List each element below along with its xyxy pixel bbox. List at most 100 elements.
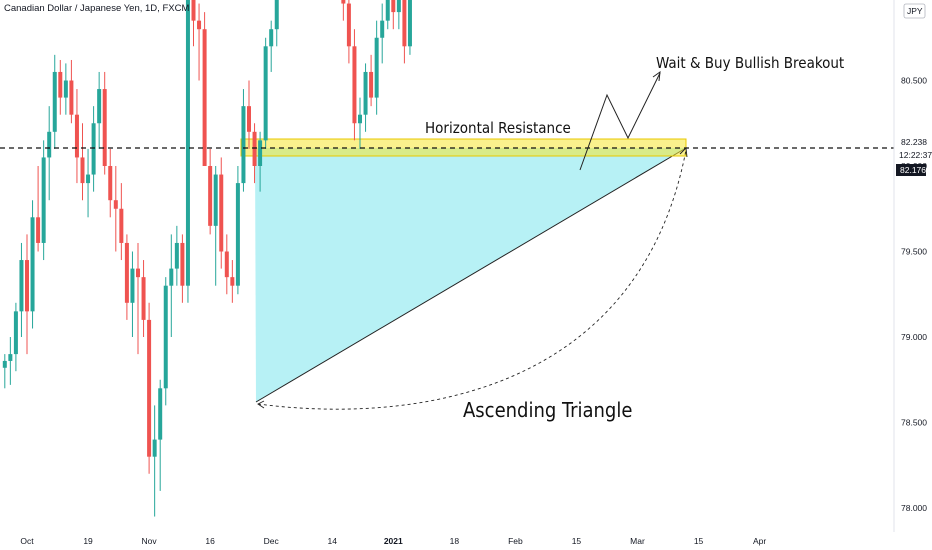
candle <box>274 0 279 30</box>
candle <box>263 46 268 141</box>
breakout-arrow-icon <box>652 70 661 82</box>
candle <box>208 166 213 226</box>
candle <box>341 0 346 4</box>
time-tick-label: Feb <box>508 536 523 546</box>
time-tick-label: 15 <box>694 536 704 546</box>
candle <box>269 29 274 47</box>
arc-arrow-start-icon <box>257 400 265 409</box>
candle <box>13 311 18 355</box>
candle <box>163 285 168 389</box>
candle <box>41 157 46 243</box>
price-tick-label: 80.500 <box>901 76 927 86</box>
candle <box>124 242 129 303</box>
time-tick-label: 19 <box>83 536 93 546</box>
candle <box>169 268 174 286</box>
candle <box>363 71 368 115</box>
candle <box>69 80 74 115</box>
candle <box>358 114 362 124</box>
price-tick-label: 78.500 <box>901 418 927 428</box>
time-tick-label: Apr <box>753 536 766 546</box>
candle <box>235 183 240 286</box>
candle <box>91 123 96 175</box>
candle <box>63 80 68 98</box>
candle <box>346 3 351 47</box>
candle <box>180 242 185 286</box>
candle <box>8 354 13 361</box>
candle <box>102 89 107 166</box>
candle <box>258 140 263 166</box>
candle <box>86 174 91 184</box>
time-tick-label: 14 <box>328 536 338 546</box>
candle <box>108 166 113 201</box>
time-tick-label: 2021 <box>384 536 403 546</box>
candle <box>158 388 163 440</box>
candle <box>391 0 396 13</box>
candle <box>136 268 140 278</box>
price-tick-label: 79.000 <box>901 332 927 342</box>
line-price-label: 82.238 <box>901 137 927 147</box>
candle <box>2 360 7 368</box>
breakout-annotation: Wait & Buy Bullish Breakout <box>656 54 844 72</box>
candle <box>202 29 207 167</box>
candle <box>241 106 246 184</box>
candlestick-series <box>2 0 412 517</box>
time-tick-label: Nov <box>142 536 158 546</box>
candle <box>80 157 85 184</box>
currency-badge[interactable] <box>903 3 926 19</box>
candle <box>197 20 202 30</box>
candle <box>374 37 379 98</box>
candle <box>191 0 196 21</box>
breakout-path <box>579 72 661 171</box>
pattern-annotation: Ascending Triangle <box>463 398 632 422</box>
candle <box>369 71 374 98</box>
time-tick-label: 18 <box>450 536 460 546</box>
price-axis[interactable]: 78.00078.50079.00079.50080.00080.50081.0… <box>901 0 927 514</box>
candle <box>36 217 41 243</box>
time-tick-label: 16 <box>205 536 215 546</box>
current-price-label: 82.176 <box>900 165 926 175</box>
candle <box>30 217 35 312</box>
candle <box>147 319 152 457</box>
candle <box>97 89 102 124</box>
candle <box>52 71 57 132</box>
time-axis[interactable]: Oct 19 Nov 16 Dec 14 2021 18 Feb 15 Mar 15 Apr <box>20 536 766 546</box>
time-tick-label: Dec <box>264 536 280 546</box>
ascending-support-line <box>255 147 687 403</box>
candle <box>47 131 52 158</box>
candle <box>213 174 218 226</box>
time-tick-label: 15 <box>572 536 582 546</box>
time-tick-label: Oct <box>20 536 34 546</box>
candle <box>74 114 79 158</box>
candle <box>119 208 124 243</box>
currency-badge-label: JPY <box>907 6 923 16</box>
candle <box>152 439 157 457</box>
candle <box>247 106 251 132</box>
candle <box>113 200 118 209</box>
current-price-tag <box>896 164 926 176</box>
candle <box>19 260 24 312</box>
price-tick-label: 79.500 <box>901 247 927 257</box>
projection-arc <box>257 149 687 410</box>
candle <box>380 20 385 38</box>
candle <box>174 242 179 269</box>
candle <box>185 0 190 286</box>
symbol-header[interactable]: Canadian Dollar / Japanese Yen, 1D, FXCM <box>4 3 190 14</box>
resistance-annotation: Horizontal Resistance <box>425 119 571 137</box>
candle <box>58 71 63 98</box>
candle <box>407 0 412 47</box>
candle <box>352 46 357 124</box>
time-tick-label: Mar <box>630 536 645 546</box>
candle <box>224 251 229 278</box>
candle <box>385 0 390 21</box>
candle <box>230 277 235 286</box>
candle <box>396 0 401 13</box>
price-tick-label: 78.000 <box>901 503 927 513</box>
candle <box>252 131 257 166</box>
countdown-label: 12:22:37 <box>899 150 932 160</box>
candle <box>402 0 407 47</box>
candle <box>219 174 224 252</box>
candle <box>141 277 146 320</box>
arc-arrow-end-icon <box>679 147 688 158</box>
candle <box>130 268 135 303</box>
